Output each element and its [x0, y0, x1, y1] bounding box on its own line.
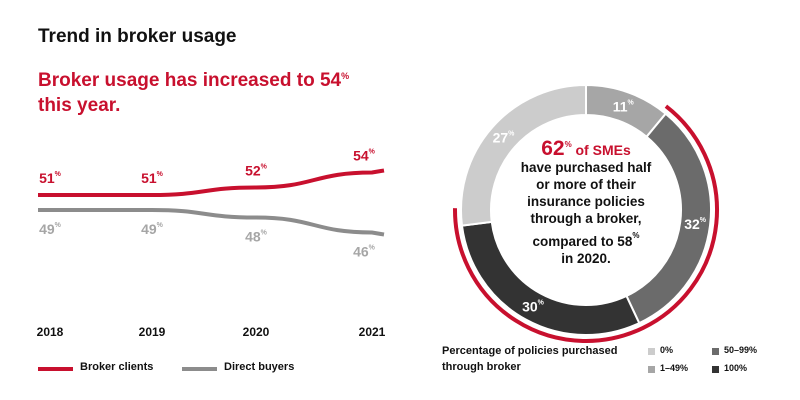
slice-label-3: 30%: [522, 298, 545, 314]
center-big-value: 62%: [541, 137, 572, 160]
series-line-broker: [38, 168, 385, 197]
pie-legend-label-2: 50–99%: [724, 345, 758, 355]
pie-legend-title: Percentage of policies purchased through…: [442, 345, 618, 373]
data-label-direct-2018: 49%: [39, 221, 62, 237]
center-line-2: insurance policies: [527, 194, 645, 209]
slice-label-0: 27%: [493, 129, 516, 145]
x-tick-2021: 2021: [359, 325, 386, 339]
center-line-3: through a broker,: [530, 211, 642, 226]
data-label-broker-2018: 51%: [39, 170, 62, 186]
headline: Broker usage has increased to 54% this y…: [38, 70, 350, 116]
slice-label-2: 32%: [684, 216, 707, 232]
data-label-broker-2021: 54%: [353, 148, 376, 164]
donut-chart: 11% 32% 30% 27%: [453, 83, 719, 343]
legend-direct-label: Direct buyers: [224, 361, 295, 373]
line-chart: 2018 2019 2020 2021 51% 51% 52% 54% 49% 49% 48% 46%: [37, 148, 386, 340]
data-label-direct-2019: 49%: [141, 221, 164, 237]
center-line-1: or more of their: [536, 177, 636, 192]
donut-center-text: 62% of SMEs have purchased half or more o…: [514, 136, 658, 267]
slice-label-1: 11%: [613, 99, 635, 115]
pie-legend-label-0: 0%: [660, 345, 674, 355]
pie-legend-label-3: 100%: [724, 363, 748, 373]
legend-broker-label: Broker clients: [80, 361, 154, 373]
data-label-direct-2021: 46%: [353, 244, 376, 260]
center-line-5: in 2020.: [561, 251, 611, 266]
donut-slice-0: [460, 83, 587, 227]
center-line-0: have purchased half: [520, 160, 652, 175]
legend-direct-swatch: [182, 367, 217, 371]
pie-legend-swatch-0: [648, 348, 655, 355]
pie-legend-label-1: 1–49%: [660, 363, 689, 373]
series-line-direct: [38, 207, 385, 237]
pie-legend-swatch-1: [648, 366, 655, 373]
x-tick-2018: 2018: [37, 325, 64, 339]
highlight-arc: [453, 104, 719, 343]
x-tick-2020: 2020: [243, 325, 270, 339]
center-line-4: compared to 58%: [532, 231, 640, 249]
pie-legend-swatch-2: [712, 348, 719, 355]
x-tick-2019: 2019: [139, 325, 166, 339]
data-label-broker-2019: 51%: [141, 170, 164, 186]
center-of-smes: of SMEs: [575, 142, 631, 158]
data-label-broker-2020: 52%: [245, 163, 268, 179]
data-label-direct-2020: 48%: [245, 229, 268, 245]
legend-broker-swatch: [38, 367, 73, 371]
center-lines: have purchased half or more of their insur…: [514, 159, 658, 267]
chart-title: Trend in broker usage: [38, 26, 237, 47]
pie-legend-swatch-3: [712, 366, 719, 373]
